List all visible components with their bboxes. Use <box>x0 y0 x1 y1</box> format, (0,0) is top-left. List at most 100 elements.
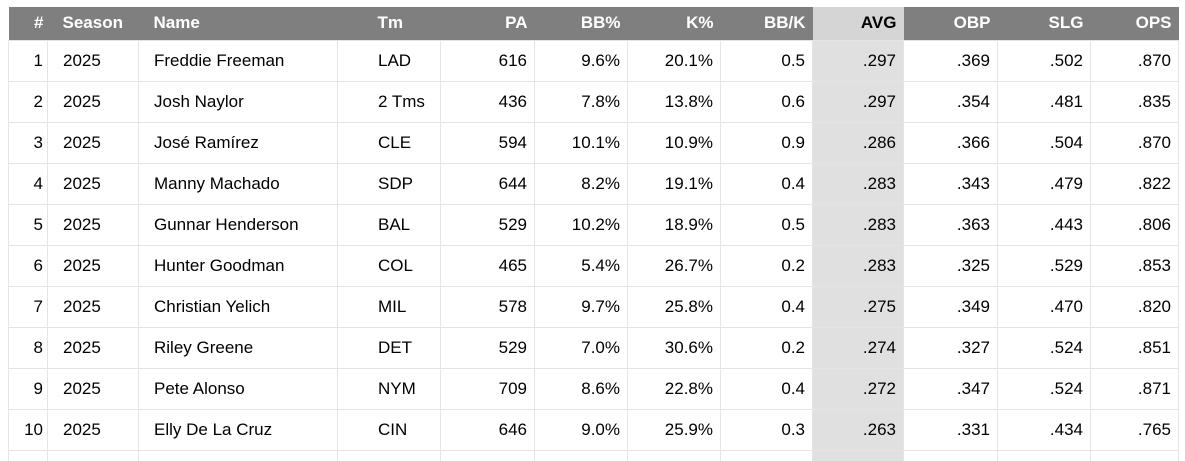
partial-row <box>8 449 1179 461</box>
cell-ops-clipped <box>1090 449 1179 461</box>
column-header-rank[interactable]: # <box>8 7 48 40</box>
cell-k_pct: 20.1% <box>627 39 721 82</box>
cell-team[interactable]: BAL <box>337 203 441 246</box>
cell-rank: 5 <box>8 203 48 246</box>
cell-pa-clipped <box>440 449 535 461</box>
cell-bb_pct-clipped <box>534 449 628 461</box>
cell-team[interactable]: CLE <box>337 121 441 164</box>
cell-bb_per_k: 0.2 <box>720 244 813 287</box>
cell-slg: .470 <box>997 285 1091 328</box>
cell-obp: .363 <box>903 203 998 246</box>
column-header-k_pct[interactable]: K% <box>627 7 721 40</box>
cell-obp: .343 <box>903 162 998 205</box>
table-row: 5 2025 Gunnar Henderson BAL 529 10.2% 18.9% 0.5… <box>8 203 1179 246</box>
cell-avg: .275 <box>812 285 904 328</box>
cell-team[interactable]: CIN <box>337 408 441 451</box>
cell-bb_pct: 10.1% <box>534 121 628 164</box>
cell-name[interactable]: Gunnar Henderson <box>138 203 338 246</box>
table-row: 7 2025 Christian Yelich MIL 578 9.7% 25.8% 0.4.… <box>8 285 1179 328</box>
cell-obp: .349 <box>903 285 998 328</box>
column-header-name[interactable]: Name <box>138 7 338 40</box>
cell-pa: 646 <box>440 408 535 451</box>
cell-name[interactable]: Hunter Goodman <box>138 244 338 287</box>
cell-avg: .283 <box>812 162 904 205</box>
cell-team-clipped <box>337 449 441 461</box>
cell-name[interactable]: Riley Greene <box>138 326 338 369</box>
column-header-pa[interactable]: PA <box>440 7 535 40</box>
cell-bb_pct: 8.2% <box>534 162 628 205</box>
cell-pa: 578 <box>440 285 535 328</box>
table-body: 1 2025 Freddie Freeman LAD 616 9.6% 20.1% 0.5.2… <box>8 39 1179 461</box>
cell-team[interactable]: MIL <box>337 285 441 328</box>
cell-ops: .765 <box>1090 408 1179 451</box>
cell-season: 2025 <box>47 80 139 123</box>
cell-season: 2025 <box>47 326 139 369</box>
column-header-bb_pct[interactable]: BB% <box>534 7 628 40</box>
cell-k_pct: 25.8% <box>627 285 721 328</box>
column-header-obp[interactable]: OBP <box>903 7 998 40</box>
table-row: 9 2025 Pete Alonso NYM 709 8.6% 22.8% 0.4.272.3… <box>8 367 1179 410</box>
cell-bb_per_k-clipped <box>720 449 813 461</box>
cell-pa: 594 <box>440 121 535 164</box>
table-header: # Season Name Tm PA BB% K% BB/K AVG OBP SLG OPS <box>8 7 1179 40</box>
cell-pa: 709 <box>440 367 535 410</box>
column-header-slg[interactable]: SLG <box>997 7 1091 40</box>
cell-name[interactable]: José Ramírez <box>138 121 338 164</box>
column-header-team[interactable]: Tm <box>337 7 441 40</box>
cell-rank: 1 <box>8 39 48 82</box>
cell-obp: .347 <box>903 367 998 410</box>
cell-bb_pct: 9.0% <box>534 408 628 451</box>
cell-rank: 8 <box>8 326 48 369</box>
cell-rank-clipped <box>8 449 48 461</box>
cell-ops: .871 <box>1090 367 1179 410</box>
cell-season: 2025 <box>47 367 139 410</box>
cell-team[interactable]: COL <box>337 244 441 287</box>
column-header-bb_per_k[interactable]: BB/K <box>720 7 813 40</box>
cell-ops: .851 <box>1090 326 1179 369</box>
cell-avg: .263 <box>812 408 904 451</box>
cell-season: 2025 <box>47 203 139 246</box>
cell-slg: .524 <box>997 326 1091 369</box>
cell-season: 2025 <box>47 121 139 164</box>
cell-obp: .354 <box>903 80 998 123</box>
cell-ops: .822 <box>1090 162 1179 205</box>
cell-name[interactable]: Christian Yelich <box>138 285 338 328</box>
cell-bb_pct: 9.7% <box>534 285 628 328</box>
column-header-ops[interactable]: OPS <box>1090 7 1179 40</box>
cell-team[interactable]: 2 Tms <box>337 80 441 123</box>
stats-table: # Season Name Tm PA BB% K% BB/K AVG OBP SLG OPS 1 20… <box>8 7 1179 461</box>
cell-season-clipped <box>47 449 139 461</box>
cell-name[interactable]: Josh Naylor <box>138 80 338 123</box>
cell-bb_per_k: 0.6 <box>720 80 813 123</box>
cell-k_pct: 30.6% <box>627 326 721 369</box>
cell-rank: 10 <box>8 408 48 451</box>
cell-team[interactable]: NYM <box>337 367 441 410</box>
cell-name[interactable]: Pete Alonso <box>138 367 338 410</box>
cell-k_pct: 10.9% <box>627 121 721 164</box>
column-header-avg[interactable]: AVG <box>812 7 904 40</box>
table-row: 3 2025 José Ramírez CLE 594 10.1% 10.9% 0.9.286… <box>8 121 1179 164</box>
cell-name[interactable]: Manny Machado <box>138 162 338 205</box>
cell-slg: .504 <box>997 121 1091 164</box>
cell-ops: .820 <box>1090 285 1179 328</box>
cell-team[interactable]: SDP <box>337 162 441 205</box>
cell-bb_per_k: 0.4 <box>720 367 813 410</box>
table-row: 1 2025 Freddie Freeman LAD 616 9.6% 20.1% 0.5.2… <box>8 39 1179 82</box>
cell-obp: .369 <box>903 39 998 82</box>
cell-avg: .286 <box>812 121 904 164</box>
cell-rank: 3 <box>8 121 48 164</box>
cell-pa: 529 <box>440 326 535 369</box>
cell-bb_per_k: 0.2 <box>720 326 813 369</box>
cell-team[interactable]: DET <box>337 326 441 369</box>
cell-season: 2025 <box>47 162 139 205</box>
column-header-season[interactable]: Season <box>47 7 139 40</box>
cell-slg-clipped <box>997 449 1091 461</box>
cell-rank: 7 <box>8 285 48 328</box>
cell-name[interactable]: Freddie Freeman <box>138 39 338 82</box>
cell-obp-clipped <box>903 449 998 461</box>
cell-name[interactable]: Elly De La Cruz <box>138 408 338 451</box>
cell-team[interactable]: LAD <box>337 39 441 82</box>
cell-slg: .434 <box>997 408 1091 451</box>
cell-season: 2025 <box>47 285 139 328</box>
